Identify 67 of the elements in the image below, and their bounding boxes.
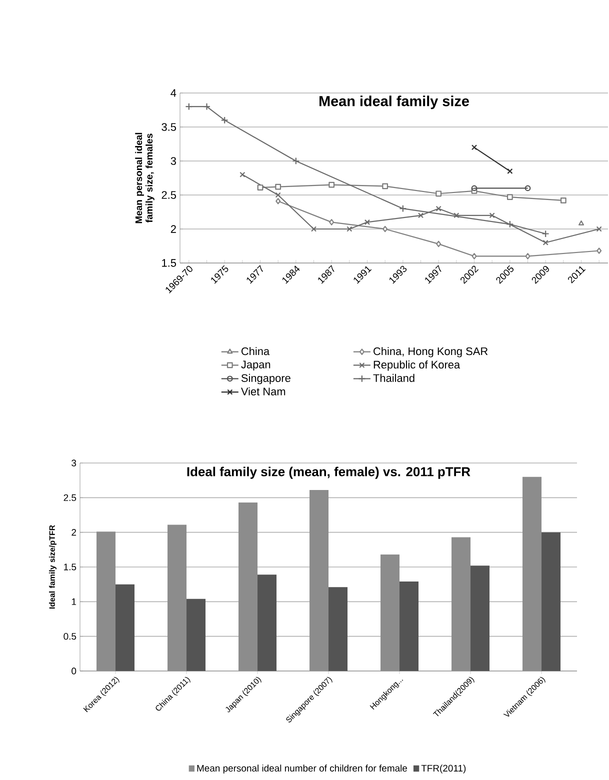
legend-label: Viet Nam bbox=[240, 387, 286, 396]
point bbox=[436, 190, 442, 197]
point bbox=[542, 240, 548, 246]
legend-label: Thailand bbox=[373, 374, 414, 382]
point bbox=[185, 102, 193, 110]
bar bbox=[186, 598, 206, 671]
legend-label: Singapore bbox=[241, 374, 290, 384]
point bbox=[310, 226, 317, 232]
y-tick-label: 1.5 bbox=[162, 259, 176, 267]
y-tick-label: 1 bbox=[72, 598, 76, 605]
legend-label: Mean personal ideal number of children for female bbox=[197, 764, 407, 774]
point bbox=[471, 144, 478, 150]
legend-label: Japan bbox=[241, 360, 270, 371]
bar bbox=[542, 532, 561, 671]
point bbox=[560, 197, 566, 204]
y-tick-label: 3 bbox=[170, 157, 176, 165]
point bbox=[276, 198, 281, 204]
y-tick-label: 0 bbox=[72, 668, 76, 674]
y-tick-label: 3.5 bbox=[162, 123, 176, 131]
y-axis-title: Mean personal ideal family size, females bbox=[135, 132, 154, 224]
bar bbox=[116, 584, 134, 671]
point bbox=[436, 206, 442, 212]
legend-label: China bbox=[242, 347, 270, 356]
bar bbox=[328, 587, 348, 671]
point bbox=[364, 219, 370, 225]
point bbox=[489, 212, 495, 218]
point bbox=[275, 192, 281, 198]
y-tick-label: 2.5 bbox=[162, 191, 176, 199]
point bbox=[328, 182, 335, 188]
y-tick-label: 1.5 bbox=[64, 564, 76, 570]
point bbox=[292, 157, 300, 165]
y-tick-label: 2 bbox=[170, 225, 176, 233]
legend-label: Republic of Korea bbox=[374, 360, 460, 371]
point bbox=[346, 226, 352, 232]
point bbox=[275, 184, 282, 190]
bar bbox=[470, 566, 490, 671]
point bbox=[596, 226, 602, 232]
point bbox=[329, 219, 334, 226]
chart-title: Mean ideal family size bbox=[320, 96, 469, 110]
legend-label: TFR(2011) bbox=[421, 764, 466, 774]
point bbox=[220, 116, 228, 124]
point bbox=[596, 248, 602, 254]
point bbox=[542, 230, 550, 238]
chart-title: Ideal family size (mean, female) vs. 2011 pTFR bbox=[187, 466, 470, 479]
point bbox=[578, 220, 584, 226]
legend-label: China, Hong Kong SAR bbox=[374, 347, 488, 358]
y-tick-label: 3 bbox=[72, 460, 76, 466]
bar bbox=[258, 574, 277, 671]
point bbox=[506, 194, 513, 200]
point bbox=[506, 220, 514, 228]
y-tick-label: 2 bbox=[72, 529, 76, 536]
point bbox=[399, 204, 407, 212]
bar bbox=[400, 582, 419, 671]
point bbox=[203, 102, 210, 110]
point bbox=[472, 253, 477, 260]
y-tick-label: 0.5 bbox=[64, 632, 76, 640]
point bbox=[382, 226, 388, 232]
point bbox=[240, 172, 246, 178]
y-tick-label: 4 bbox=[170, 89, 176, 97]
point bbox=[257, 184, 264, 190]
point bbox=[507, 168, 513, 174]
point bbox=[382, 183, 388, 190]
point bbox=[418, 212, 424, 218]
point bbox=[436, 240, 442, 248]
point bbox=[454, 212, 460, 218]
point bbox=[525, 253, 530, 260]
y-tick-label: 2.5 bbox=[64, 494, 76, 502]
